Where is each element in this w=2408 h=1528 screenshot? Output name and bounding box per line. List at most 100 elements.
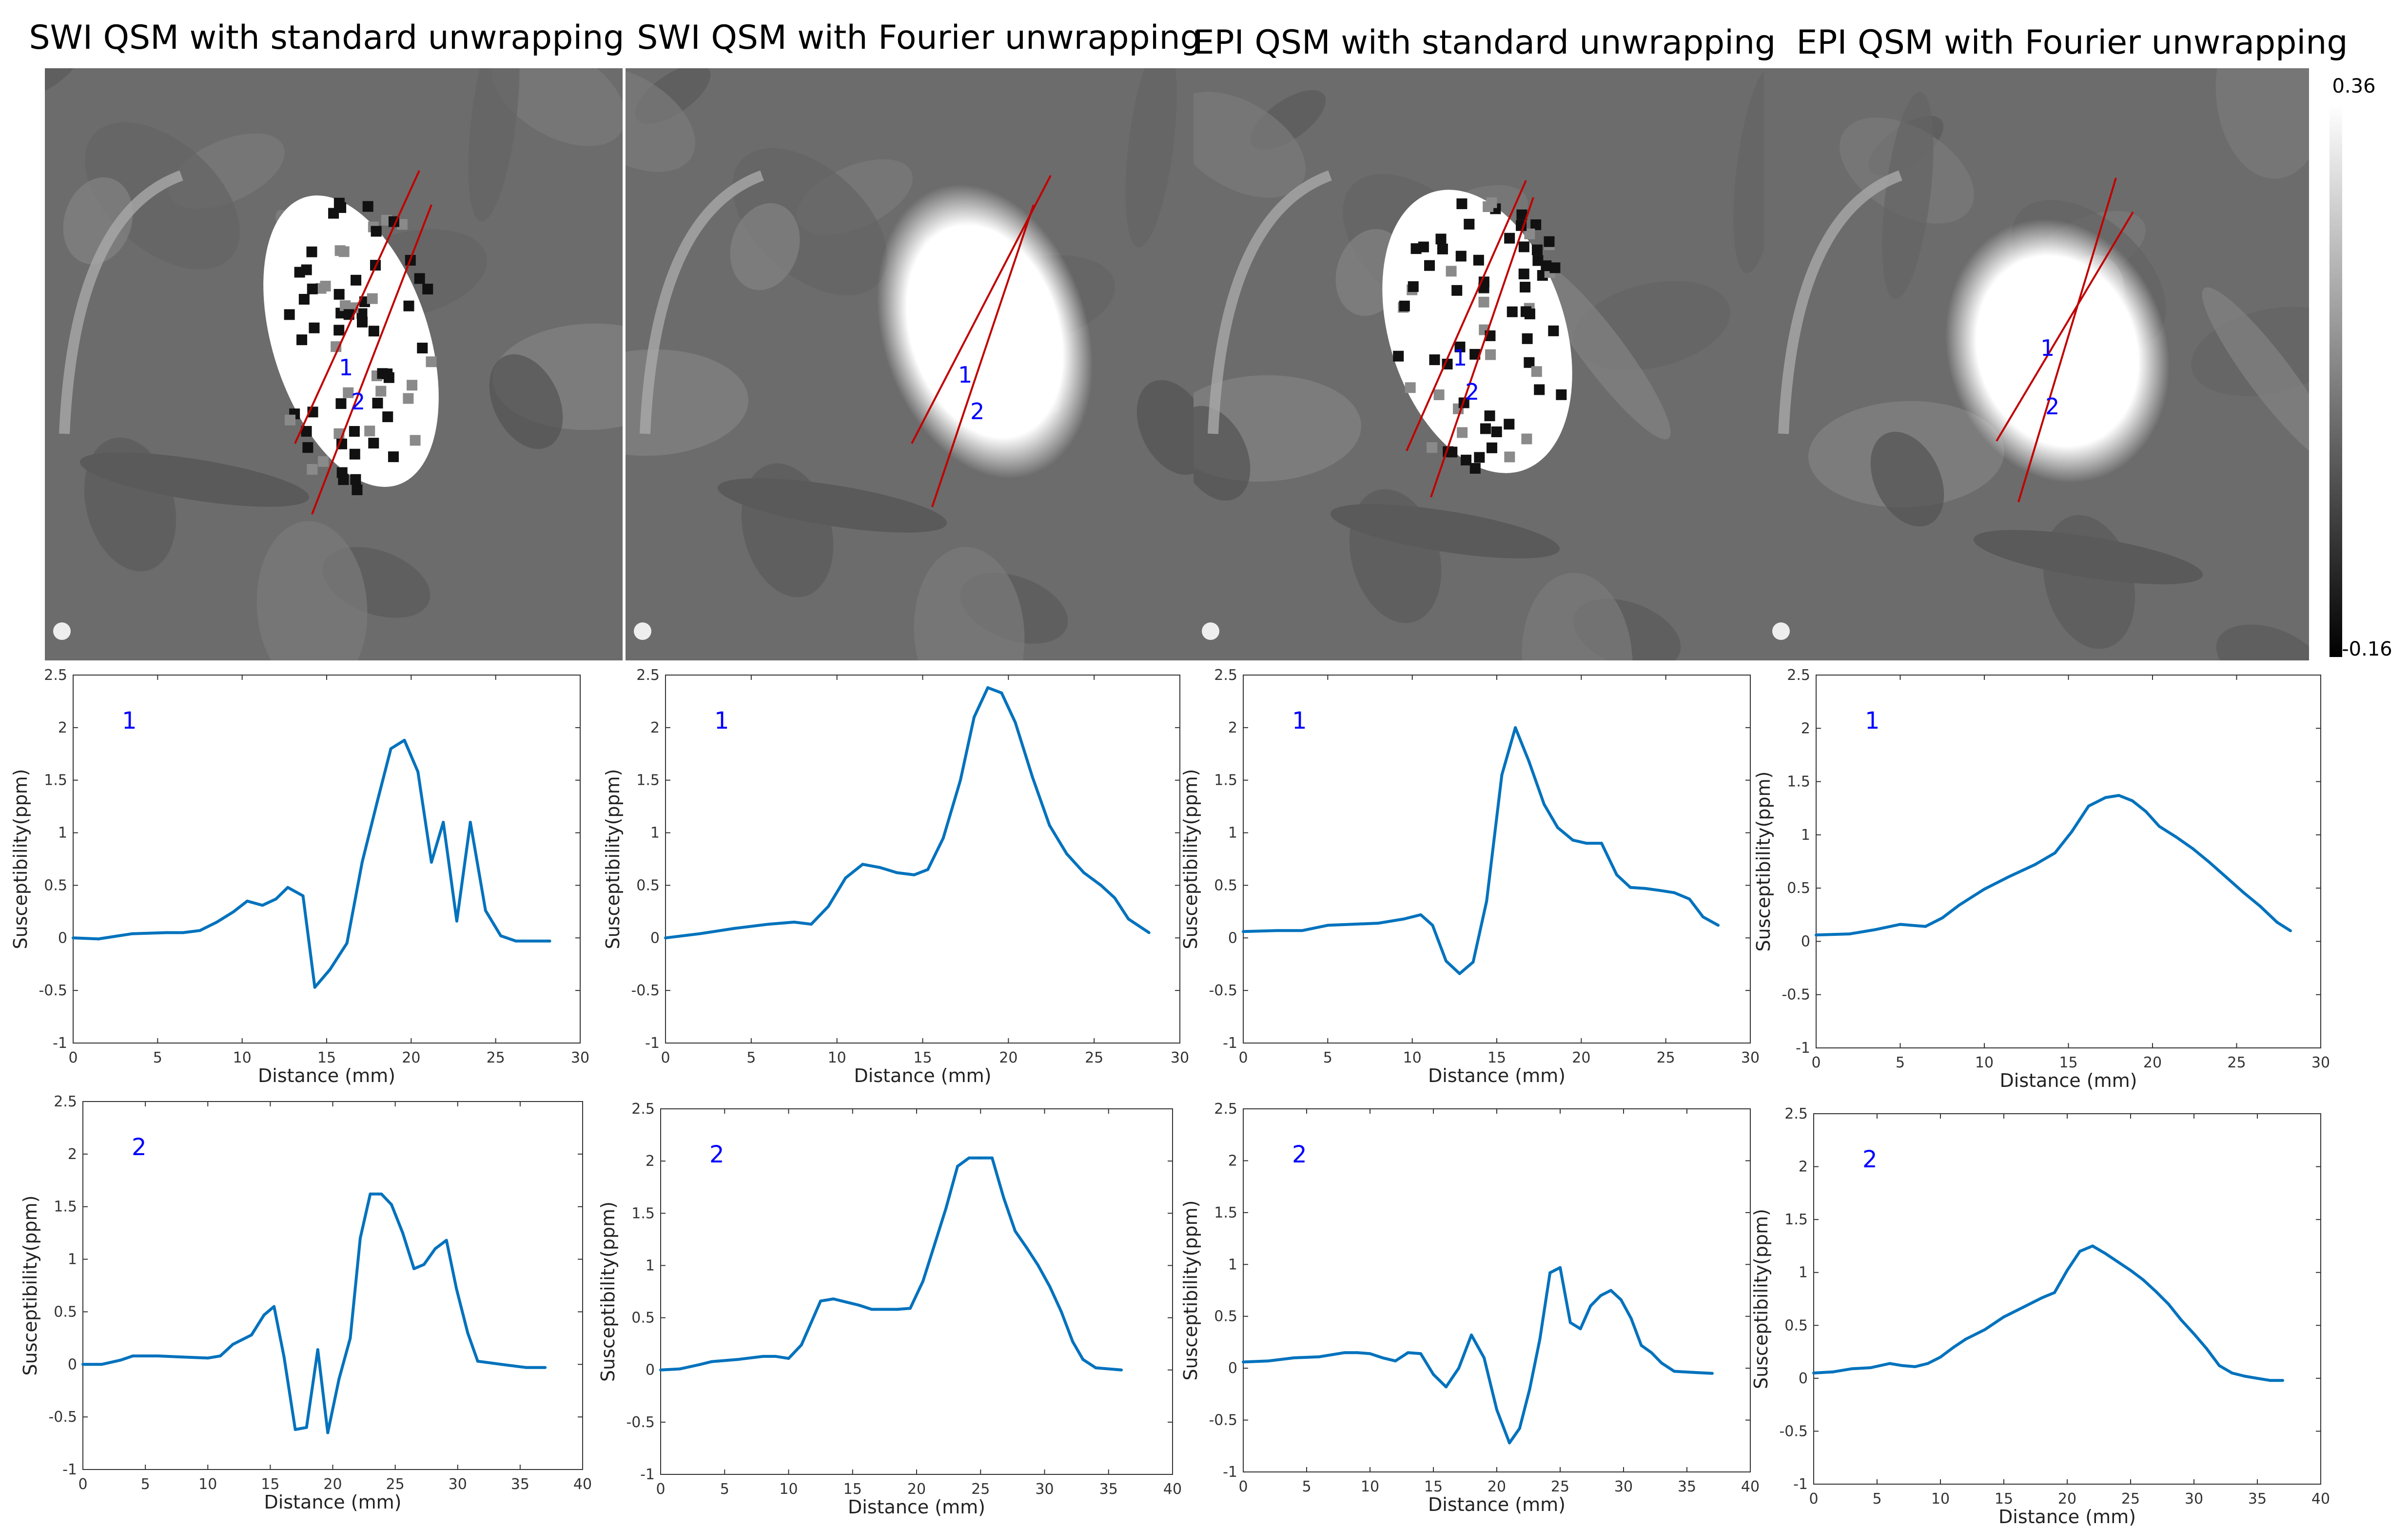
data-point	[1964, 1337, 1967, 1341]
y-tick-label: 0.5	[1787, 880, 1810, 897]
x-tick-label: 30	[1171, 1049, 1189, 1066]
data-point	[1419, 913, 1422, 916]
speckle	[1393, 350, 1404, 362]
y-tick-label: 2.5	[1214, 1101, 1237, 1118]
data-point	[514, 939, 518, 943]
y-tick-label: 2.5	[44, 667, 67, 684]
x-tick-label: 25	[1657, 1049, 1675, 1066]
x-tick-label: 15	[1488, 1049, 1506, 1066]
speckle	[372, 398, 383, 409]
tissue-texture	[2043, 515, 2135, 649]
data-point	[1025, 1246, 1028, 1249]
speckle	[338, 474, 349, 485]
x-tick-label: 5	[1323, 1049, 1332, 1066]
x-axis-label: Distance (mm)	[1998, 1506, 2136, 1526]
x-tick-label: 15	[913, 1049, 932, 1066]
data-point	[2104, 1252, 2107, 1255]
y-tick-label: 2	[650, 719, 660, 736]
speckle	[403, 393, 414, 404]
data-point	[1369, 1352, 1371, 1355]
tissue-texture	[1136, 380, 1194, 475]
susceptibility-profile-line	[1816, 794, 2291, 937]
data-point	[979, 1156, 982, 1160]
speckle	[356, 308, 368, 319]
profile-line-1	[1406, 180, 1527, 451]
x-tick-label: 20	[2058, 1490, 2076, 1508]
speckle	[1524, 309, 1535, 320]
profile-line-1	[294, 170, 420, 444]
x-tick-label: 30	[2185, 1490, 2203, 1508]
y-tick-label: -1	[640, 1466, 655, 1483]
y-tick-label: -1	[1793, 1476, 1808, 1493]
data-point	[1495, 1408, 1498, 1412]
profile-chart-8: 0 5 10 15 20 25 30 35 40 -1 -0.5 0 0.5 1 1.5 2 2.5 Distan…	[1750, 1105, 2330, 1528]
speckle	[307, 464, 318, 475]
data-point	[2131, 799, 2134, 802]
data-point	[2258, 905, 2262, 908]
y-tick-label: 2.5	[1214, 667, 1237, 684]
profile-chart-5: 0 5 10 15 20 25 30 35 40 -1 -0.5 0 0.5 1 1.5 2 2.5 Distan…	[20, 1093, 592, 1513]
y-tick-label: 0	[1228, 1360, 1237, 1377]
data-point	[2208, 861, 2212, 864]
profile-line-label-2: 2	[1465, 379, 1479, 405]
y-tick-label: -1	[1223, 1464, 1237, 1481]
y-tick-label: 0.5	[1214, 1308, 1237, 1325]
x-tick-label: 5	[1896, 1054, 1905, 1071]
data-point	[844, 876, 847, 880]
speckle	[285, 414, 296, 426]
data-point	[844, 1300, 848, 1304]
y-tick-label: 0	[68, 1356, 77, 1373]
y-tick-label: 1	[68, 1251, 77, 1268]
speckle	[368, 326, 379, 337]
data-point	[430, 860, 433, 864]
data-point	[369, 1192, 372, 1196]
data-point	[215, 920, 218, 924]
data-point	[878, 866, 881, 869]
speckle	[364, 426, 375, 437]
data-point	[1924, 925, 1927, 928]
data-point	[933, 1243, 936, 1246]
x-tick-label: 40	[2311, 1490, 2330, 1508]
colorbar-min-label: -0.16	[2342, 638, 2392, 660]
x-axis-label: Distance (mm)	[2000, 1070, 2137, 1091]
data-point	[1377, 922, 1380, 925]
speckle	[377, 368, 388, 379]
speckle	[1461, 454, 1472, 465]
data-point	[1609, 1289, 1612, 1292]
y-tick-label: -0.5	[626, 1414, 655, 1431]
speckle	[343, 387, 354, 398]
data-point	[433, 1247, 437, 1250]
data-point	[1600, 842, 1603, 845]
chart-line-label: 1	[1292, 707, 1307, 735]
data-point	[1471, 960, 1475, 964]
data-point	[403, 738, 406, 742]
speckle	[371, 226, 382, 237]
data-point	[156, 1354, 159, 1358]
data-point	[1660, 1361, 1663, 1365]
data-point	[1644, 887, 1647, 890]
data-point	[1113, 896, 1116, 900]
speckle	[284, 309, 295, 320]
data-point	[1527, 759, 1530, 763]
data-point	[912, 873, 916, 876]
tissue-texture	[1349, 489, 1442, 623]
data-point	[1048, 1285, 1051, 1288]
colorbar-max-label: 0.36	[2332, 75, 2375, 97]
qsm-image-4	[1764, 68, 2309, 660]
profile-line-label-1: 1	[958, 362, 972, 388]
speckle	[1504, 451, 1515, 463]
speckle	[1549, 262, 1561, 273]
data-point	[1983, 1328, 1986, 1331]
y-tick-label: -1	[1796, 1040, 1810, 1057]
data-point	[313, 986, 316, 989]
data-point	[246, 899, 249, 903]
profile-line-label-2: 2	[2045, 393, 2059, 420]
data-point	[1037, 1264, 1040, 1267]
tissue-texture	[2215, 68, 2309, 179]
speckle	[328, 208, 339, 219]
profile-line-label-1: 1	[339, 354, 353, 381]
data-point	[1899, 923, 1902, 926]
tissue-texture	[1194, 92, 1306, 198]
y-tick-label: -1	[1223, 1035, 1237, 1052]
